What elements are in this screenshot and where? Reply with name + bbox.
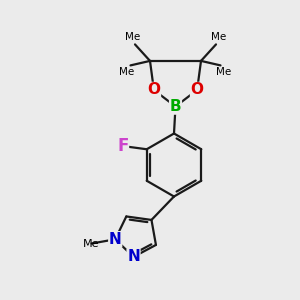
Text: Me: Me <box>125 32 140 42</box>
Text: N: N <box>109 232 122 247</box>
Text: Me: Me <box>83 238 100 248</box>
Text: Me: Me <box>217 67 232 77</box>
Text: N: N <box>127 249 140 264</box>
Text: Me: Me <box>119 67 134 77</box>
Text: O: O <box>147 82 161 98</box>
Text: Me: Me <box>211 32 226 42</box>
Text: O: O <box>190 82 204 98</box>
Text: F: F <box>117 137 128 155</box>
Text: B: B <box>170 99 181 114</box>
